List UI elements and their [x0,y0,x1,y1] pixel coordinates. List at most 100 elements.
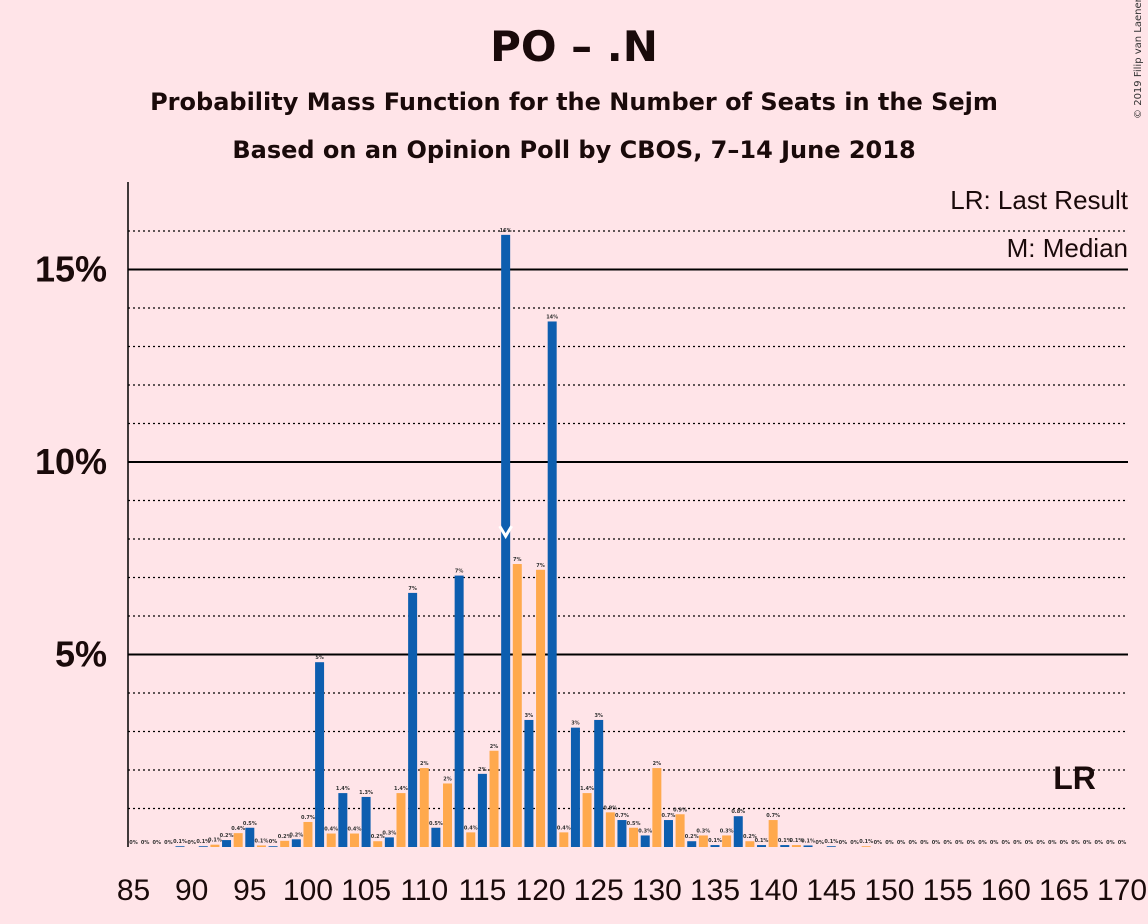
bar-97 [268,846,278,847]
x-tick-label: 95 [233,874,266,907]
x-tick-label: 105 [341,874,391,907]
bar-139 [757,845,767,847]
bar-label-105: 1.3% [359,790,373,796]
bar-118 [512,564,522,847]
bar-107 [384,837,394,847]
bar-label-101: 5% [315,655,324,661]
bar-label-128: 0.5% [627,821,641,827]
bar-110 [419,768,429,847]
bar-label-108: 1.4% [394,786,408,792]
chart-subtitle: Probability Mass Function for the Number… [150,88,998,116]
bar-94 [233,833,243,847]
bar-143 [803,845,813,847]
last-result-label: LR [1053,760,1096,796]
bar-104 [349,833,359,847]
bar-label-107: 0.3% [382,830,396,836]
bar-label-168: 0% [1095,840,1104,846]
bar-label-125: 3% [594,713,603,719]
bar-99 [291,839,301,847]
bar-label-152: 0% [908,840,917,846]
bar-label-153: 0% [920,840,929,846]
bar-label-134: 0.3% [696,828,710,834]
bar-label-116: 2% [490,744,499,750]
bar-label-151: 0% [897,840,906,846]
x-tick-label: 165 [1039,874,1089,907]
bar-label-115: 2% [478,767,487,773]
bar-label-164: 0% [1048,840,1057,846]
bar-label-137: 0.8% [731,809,745,815]
bar-91 [198,846,208,847]
bar-label-167: 0% [1083,840,1092,846]
bar-label-99: 0.2% [289,832,303,838]
median-marker [498,525,513,540]
bar-132 [675,814,685,847]
bar-137 [733,816,743,847]
bar-112 [443,783,453,847]
bar-label-154: 0% [932,840,941,846]
bar-114 [466,832,476,847]
bar-label-133: 0.2% [685,834,699,840]
bar-label-127: 0.7% [615,813,629,819]
bar-label-140: 0.7% [766,813,780,819]
x-tick-label: 150 [864,874,914,907]
bar-123 [570,727,580,847]
bar-label-165: 0% [1060,840,1069,846]
bar-103 [338,793,348,847]
bar-label-104: 0.4% [348,827,362,833]
bar-108 [396,793,406,847]
x-tick-label: 110 [400,874,448,907]
legend-median: M: Median [1007,233,1128,263]
bar-89 [175,846,185,847]
bar-101 [315,662,325,847]
bar-label-170: 0% [1118,840,1127,846]
y-tick-label: 10% [35,441,107,482]
bar-label-142: 0.1% [789,838,803,844]
bar-128 [629,827,639,847]
bar-113 [454,575,464,847]
bar-122 [559,832,569,847]
bar-label-155: 0% [943,840,952,846]
bar-116 [489,750,499,847]
bar-130 [652,768,662,847]
bar-105 [361,796,371,847]
x-tick-labels: 85 90 95 100 105 110 115 120 125 130 135 140 145 150 1… [117,874,1147,907]
bar-131 [663,820,673,847]
bar-label-98: 0.2% [278,834,292,840]
bar-label-123: 3% [571,721,580,727]
bar-label-162: 0% [1025,840,1034,846]
bar-95 [245,827,255,847]
bar-label-145: 0.1% [824,839,838,845]
bar-label-102: 0.4% [324,827,338,833]
bar-label-85: 0% [129,840,138,846]
bar-label-96: 0.1% [254,838,268,844]
bar-label-103: 1.4% [336,786,350,792]
bar-label-131: 0.7% [662,813,676,819]
x-tick-label: 135 [690,874,740,907]
bar-label-148: 0.1% [859,839,873,845]
chart-subtitle-source: Based on an Opinion Poll by CBOS, 7–14 J… [232,136,916,164]
bar-111 [431,827,441,847]
bar-label-100: 0.7% [301,815,315,821]
bar-label-129: 0.3% [638,828,652,834]
bar-label-126: 0.9% [603,805,617,811]
bar-label-112: 2% [443,776,452,782]
bar-136 [722,835,732,847]
bar-label-157: 0% [967,840,976,846]
bar-125 [594,719,604,847]
bar-141 [780,845,790,847]
bar-138 [745,841,755,847]
bar-label-92: 0.1% [208,838,222,844]
x-tick-label: 140 [748,874,798,907]
bar-label-110: 2% [420,761,429,767]
bar-series [175,234,871,848]
bar-label-161: 0% [1013,840,1022,846]
bar-label-95: 0.5% [243,821,257,827]
bar-92 [210,844,220,847]
x-tick-label: 155 [923,874,973,907]
bar-label-130: 2% [653,761,662,767]
bar-label-150: 0% [885,840,894,846]
bar-label-90: 0% [187,840,196,846]
bar-label-111: 0.5% [429,821,443,827]
bar-label-144: 0% [815,840,824,846]
